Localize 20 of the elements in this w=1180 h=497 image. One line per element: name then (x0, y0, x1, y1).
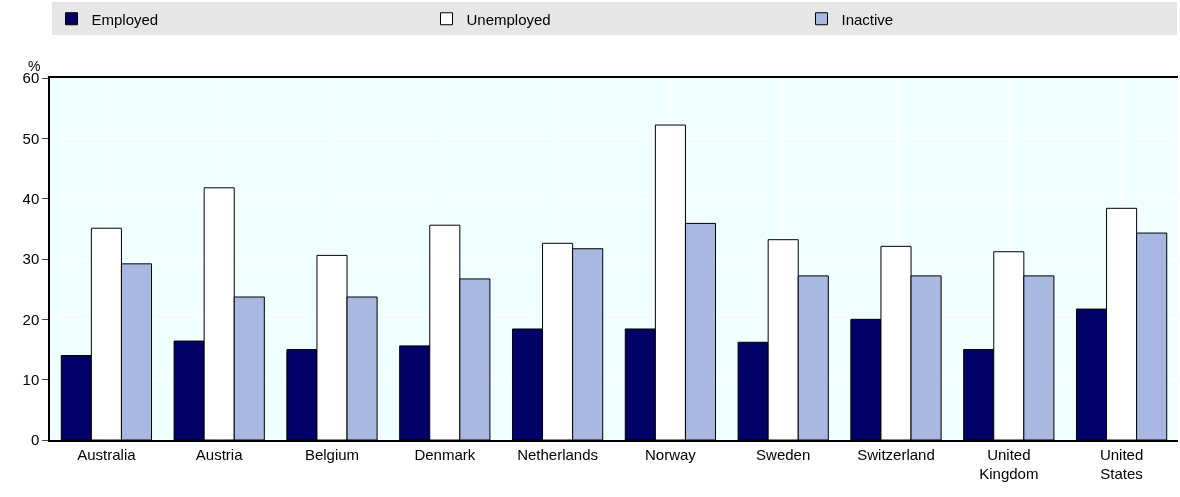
y-tick-label: 30 (22, 250, 40, 268)
y-tick-label: 50 (22, 129, 40, 147)
x-tick-label: Austria (195, 445, 244, 463)
legend-label: Employed (91, 10, 159, 28)
x-tick-label: Belgium (304, 445, 360, 463)
y-tick-label: 40 (22, 189, 40, 207)
y-tick-label: 20 (22, 310, 40, 328)
x-tick-label: Denmark (414, 445, 476, 463)
x-tick-label: United States (1099, 445, 1144, 483)
x-tick-label: Norway (644, 445, 697, 463)
legend-label: Unemployed (466, 10, 551, 28)
y-tick-label: 0 (30, 431, 40, 449)
x-tick-label: Australia (77, 445, 137, 463)
y-tick-label: 10 (22, 370, 40, 388)
x-tick-label: Switzerland (857, 445, 935, 463)
y-axis-title: % (28, 58, 41, 74)
x-tick-label: Sweden (756, 445, 811, 463)
legend-label: Inactive (841, 10, 894, 28)
x-tick-label: Netherlands (517, 445, 599, 463)
x-tick-label: United Kingdom (979, 445, 1039, 483)
